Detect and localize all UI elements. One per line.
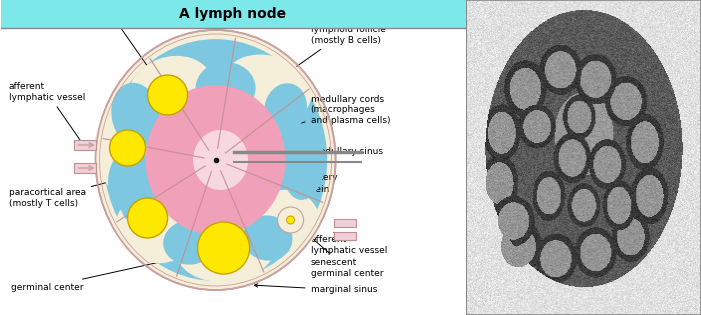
Ellipse shape	[247, 142, 275, 161]
Ellipse shape	[237, 144, 265, 163]
Ellipse shape	[225, 186, 246, 212]
Ellipse shape	[167, 157, 194, 176]
Ellipse shape	[170, 134, 197, 154]
Ellipse shape	[213, 98, 231, 125]
Bar	[1, 0, 465, 28]
FancyArrowPatch shape	[79, 143, 93, 147]
Ellipse shape	[104, 39, 327, 281]
Ellipse shape	[201, 183, 219, 211]
Circle shape	[109, 130, 146, 166]
Ellipse shape	[163, 219, 218, 265]
Ellipse shape	[193, 130, 248, 190]
Ellipse shape	[236, 113, 260, 137]
Text: medullary cords
(macrophages
and plasma cells): medullary cords (macrophages and plasma …	[259, 95, 390, 135]
Ellipse shape	[179, 175, 203, 199]
Bar	[74, 163, 95, 173]
Ellipse shape	[151, 91, 280, 229]
Text: primary
lymphoid follicle
(mostly B cells): primary lymphoid follicle (mostly B cell…	[273, 15, 386, 83]
Text: secondary
lymphoid follicle
(with germinal center): secondary lymphoid follicle (with germin…	[8, 0, 158, 82]
Bar	[74, 140, 95, 150]
Text: artery: artery	[279, 154, 338, 182]
Text: marginal sinus: marginal sinus	[254, 284, 377, 295]
Ellipse shape	[224, 54, 312, 122]
Ellipse shape	[156, 159, 184, 178]
Text: efferent
lymphatic vessel: efferent lymphatic vessel	[311, 232, 387, 255]
Ellipse shape	[165, 130, 191, 151]
Text: paracortical area
(mostly T cells): paracortical area (mostly T cells)	[8, 175, 132, 208]
Circle shape	[278, 207, 304, 233]
Ellipse shape	[160, 158, 188, 177]
Ellipse shape	[119, 177, 168, 227]
Ellipse shape	[283, 130, 325, 200]
Ellipse shape	[186, 108, 206, 134]
Ellipse shape	[128, 56, 214, 128]
Ellipse shape	[176, 214, 275, 282]
Text: vein: vein	[284, 164, 330, 194]
Ellipse shape	[240, 169, 267, 190]
Ellipse shape	[235, 166, 261, 186]
Circle shape	[128, 198, 168, 238]
Text: germinal center: germinal center	[11, 248, 220, 291]
Ellipse shape	[111, 83, 160, 147]
Text: A lymph node: A lymph node	[179, 7, 286, 21]
Ellipse shape	[175, 180, 198, 204]
FancyArrowPatch shape	[79, 166, 93, 170]
Circle shape	[198, 222, 250, 274]
Ellipse shape	[212, 102, 231, 130]
Ellipse shape	[95, 105, 157, 195]
Ellipse shape	[222, 180, 243, 206]
Ellipse shape	[189, 114, 209, 140]
Ellipse shape	[245, 171, 271, 192]
Text: medullary sinus: medullary sinus	[238, 147, 383, 159]
Ellipse shape	[200, 190, 219, 218]
Ellipse shape	[255, 190, 320, 250]
Text: senescent
germinal center: senescent germinal center	[294, 222, 383, 278]
Circle shape	[287, 216, 294, 224]
Ellipse shape	[196, 62, 256, 114]
Ellipse shape	[171, 183, 195, 207]
Text: afferent
lymphatic vessel: afferent lymphatic vessel	[8, 82, 85, 145]
Ellipse shape	[146, 85, 285, 235]
Ellipse shape	[183, 104, 204, 130]
Bar	[334, 219, 355, 227]
Ellipse shape	[116, 193, 196, 263]
Ellipse shape	[200, 195, 218, 222]
Ellipse shape	[95, 30, 336, 290]
Ellipse shape	[233, 116, 257, 140]
Ellipse shape	[227, 190, 248, 216]
Ellipse shape	[243, 215, 292, 261]
Ellipse shape	[264, 83, 307, 133]
Ellipse shape	[243, 143, 271, 162]
Ellipse shape	[212, 109, 230, 137]
Ellipse shape	[161, 129, 186, 149]
Bar	[334, 232, 355, 240]
Ellipse shape	[108, 147, 154, 212]
Circle shape	[148, 75, 188, 115]
Ellipse shape	[229, 121, 252, 145]
